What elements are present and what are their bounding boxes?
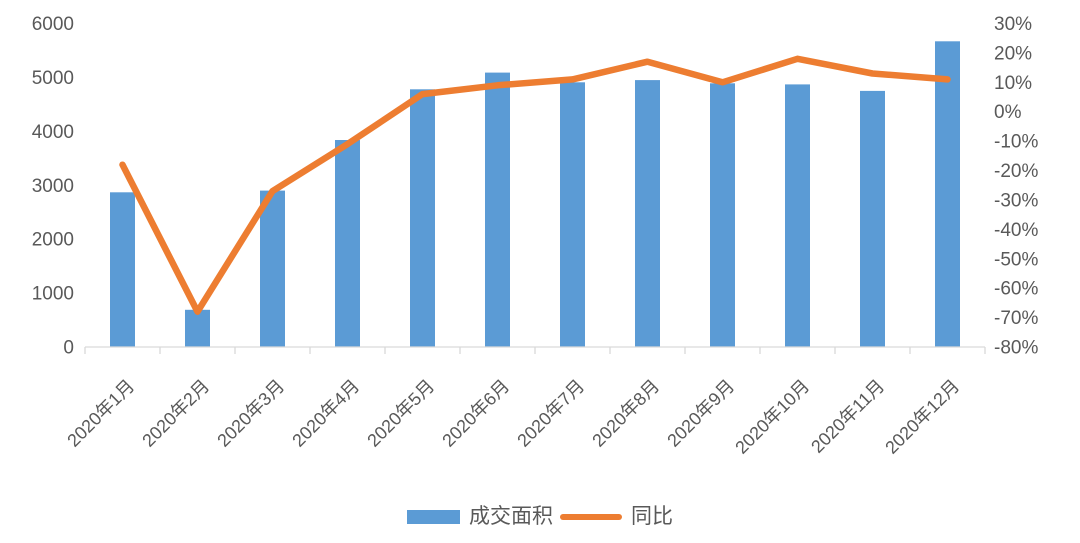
x-axis-label: 2020年1月: [63, 376, 138, 451]
x-axis-label: 2020年5月: [363, 376, 438, 451]
x-axis-label: 2020年7月: [513, 376, 588, 451]
x-axis-label: 2020年8月: [588, 376, 663, 451]
y-axis-right-label: -80%: [994, 338, 1038, 359]
y-axis-right-label: -60%: [994, 279, 1038, 300]
legend-bar-swatch: [407, 510, 460, 524]
y-axis-right-label: -10%: [994, 132, 1038, 153]
bar-2020年4月: [335, 140, 360, 347]
y-axis-left-label: 4000: [32, 122, 74, 143]
y-axis-right-label: 10%: [994, 73, 1032, 94]
legend: 成交面积 同比: [0, 503, 1080, 531]
bar-2020年5月: [410, 89, 435, 348]
x-axis-label: 2020年10月: [731, 376, 813, 458]
y-axis-left-label: 3000: [32, 176, 74, 197]
bar-2020年11月: [860, 90, 885, 348]
y-axis-right-label: -40%: [994, 220, 1038, 241]
bar-2020年7月: [560, 82, 585, 348]
x-axis-label: 2020年11月: [807, 376, 888, 457]
legend-bar-label: 成交面积: [469, 505, 553, 528]
x-axis-label: 2020年3月: [213, 376, 288, 451]
bar-2020年9月: [710, 83, 735, 348]
y-axis-right-label: -70%: [994, 308, 1038, 329]
x-axis-label: 2020年2月: [138, 376, 213, 451]
legend-line-label: 同比: [631, 505, 673, 528]
y-axis-right-label: -20%: [994, 161, 1038, 182]
x-axis-label: 2020年9月: [663, 376, 738, 451]
bar-2020年1月: [110, 192, 135, 347]
y-axis-left-label: 1000: [32, 284, 74, 305]
x-axis-label: 2020年6月: [438, 376, 513, 451]
y-axis-left-label: 6000: [32, 14, 74, 35]
legend-line-swatch: [560, 514, 622, 520]
y-axis-right-label: 20%: [994, 43, 1032, 64]
y-axis-right-label: 30%: [994, 14, 1032, 35]
y-axis-right-label: -30%: [994, 190, 1038, 211]
bar-2020年10月: [785, 84, 810, 348]
trend-line: [119, 55, 951, 315]
bar-2020年8月: [635, 80, 660, 347]
x-axis-label: 2020年12月: [881, 376, 963, 458]
y-axis-left-label: 0: [63, 338, 74, 359]
bar-2020年2月: [185, 309, 210, 347]
bar-2020年6月: [485, 72, 510, 347]
y-axis-left-label: 2000: [32, 230, 74, 251]
y-axis-right-label: 0%: [994, 102, 1022, 123]
bar-2020年3月: [260, 190, 285, 347]
bar-2020年12月: [935, 41, 960, 348]
y-axis-right-label: -50%: [994, 249, 1038, 270]
x-axis-label: 2020年4月: [288, 376, 363, 451]
y-axis-left-label: 5000: [32, 68, 74, 89]
